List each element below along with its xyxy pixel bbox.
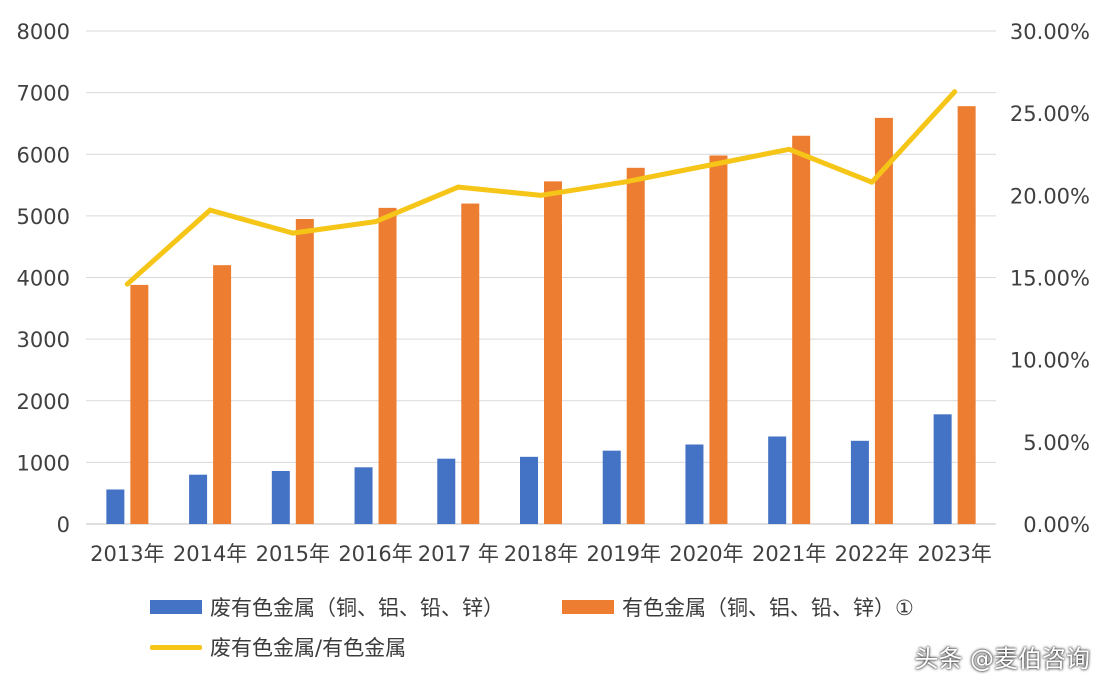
left-tick-label: 3000	[17, 328, 70, 352]
bar-nonferrous	[295, 218, 314, 525]
ratio-point	[124, 281, 130, 287]
right-tick-label: 20.00%	[1010, 184, 1090, 208]
legend-swatch-yellow	[150, 644, 202, 650]
left-tick-label: 1000	[17, 451, 70, 475]
ratio-point	[703, 163, 709, 169]
bar-nonferrous	[792, 135, 811, 524]
bar-scrap	[189, 474, 208, 524]
bar-scrap	[768, 436, 787, 524]
legend-item-scrap: 废有色金属（铜、铝、铅、锌）	[150, 592, 504, 622]
left-tick-label: 8000	[17, 20, 70, 44]
bar-nonferrous	[544, 181, 562, 525]
bars	[106, 106, 976, 525]
left-tick-label: 6000	[17, 143, 70, 167]
bar-scrap	[685, 444, 704, 524]
bar-nonferrous	[130, 284, 149, 524]
legend-label: 有色金属（铜、铝、铅、锌）①	[622, 596, 914, 620]
right-axis-ticks: 0.00% 5.00% 10.00% 15.00% 20.00% 25.00% 30.00%	[1010, 20, 1090, 537]
bar-nonferrous	[957, 106, 976, 525]
x-tick-label: 2021年	[752, 542, 826, 566]
ratio-point	[373, 219, 379, 225]
x-tick-label: 2013年	[90, 542, 164, 566]
legend-label: 废有色金属（铜、铝、铅、锌）	[210, 596, 504, 620]
legend-label: 废有色金属/有色金属	[210, 636, 407, 660]
right-tick-label: 0.00%	[1023, 513, 1090, 537]
ratio-line	[124, 89, 958, 287]
left-tick-label: 0	[57, 513, 70, 537]
ratio-point	[455, 184, 461, 190]
legend: 废有色金属（铜、铝、铅、锌） 有色金属（铜、铝、铅、锌）① 废有色金属/有色金属	[150, 592, 1050, 672]
ratio-point	[538, 192, 544, 198]
x-tick-label: 2014年	[173, 542, 247, 566]
bar-scrap	[850, 440, 869, 524]
x-tick-label: 2019年	[587, 542, 661, 566]
legend-swatch-orange	[562, 600, 614, 614]
left-axis-ticks: 0 1000 2000 3000 4000 5000 6000 7000 8000	[17, 20, 70, 537]
right-tick-label: 15.00%	[1010, 267, 1090, 291]
bar-scrap	[933, 414, 952, 524]
bar-nonferrous	[874, 117, 893, 525]
left-tick-label: 4000	[17, 267, 70, 291]
watermark: 头条 @麦伯咨询	[914, 645, 1090, 673]
ratio-point	[621, 179, 627, 185]
right-tick-label: 30.00%	[1010, 20, 1090, 44]
legend-item-ratio: 废有色金属/有色金属	[150, 632, 406, 662]
ratio-point	[786, 146, 792, 152]
ratio-point	[869, 179, 875, 185]
x-tick-label: 2023年	[917, 542, 991, 566]
right-tick-label: 10.00%	[1010, 349, 1090, 373]
bar-scrap	[602, 450, 621, 524]
bar-scrap	[271, 471, 290, 524]
bar-nonferrous	[461, 203, 480, 525]
bar-nonferrous	[626, 167, 645, 524]
x-axis-ticks: 2013年 2014年 2015年 2016年 2017 年 2018年 2019年 2020…	[90, 542, 992, 566]
bar-scrap	[354, 467, 373, 524]
left-tick-label: 5000	[17, 205, 70, 229]
bar-scrap	[437, 458, 456, 524]
bar-nonferrous	[378, 207, 397, 524]
bar-scrap	[106, 489, 125, 524]
x-tick-label: 2017 年	[418, 542, 499, 566]
x-tick-label: 2020年	[669, 542, 743, 566]
x-tick-label: 2018年	[504, 542, 578, 566]
x-tick-label: 2016年	[338, 542, 412, 566]
right-tick-label: 5.00%	[1023, 431, 1090, 455]
left-tick-label: 7000	[17, 82, 70, 106]
right-tick-label: 25.00%	[1010, 102, 1090, 126]
x-tick-label: 2022年	[835, 542, 909, 566]
bar-nonferrous	[213, 265, 232, 524]
ratio-point	[290, 230, 296, 236]
legend-swatch-blue	[150, 600, 202, 614]
left-tick-label: 2000	[17, 390, 70, 414]
x-tick-label: 2015年	[256, 542, 330, 566]
bar-nonferrous	[709, 155, 728, 525]
legend-item-nonferrous: 有色金属（铜、铝、铅、锌）①	[562, 592, 914, 622]
ratio-point	[952, 89, 958, 95]
bar-scrap	[520, 456, 538, 524]
ratio-point	[207, 207, 213, 213]
ratio-line-path	[124, 89, 958, 287]
